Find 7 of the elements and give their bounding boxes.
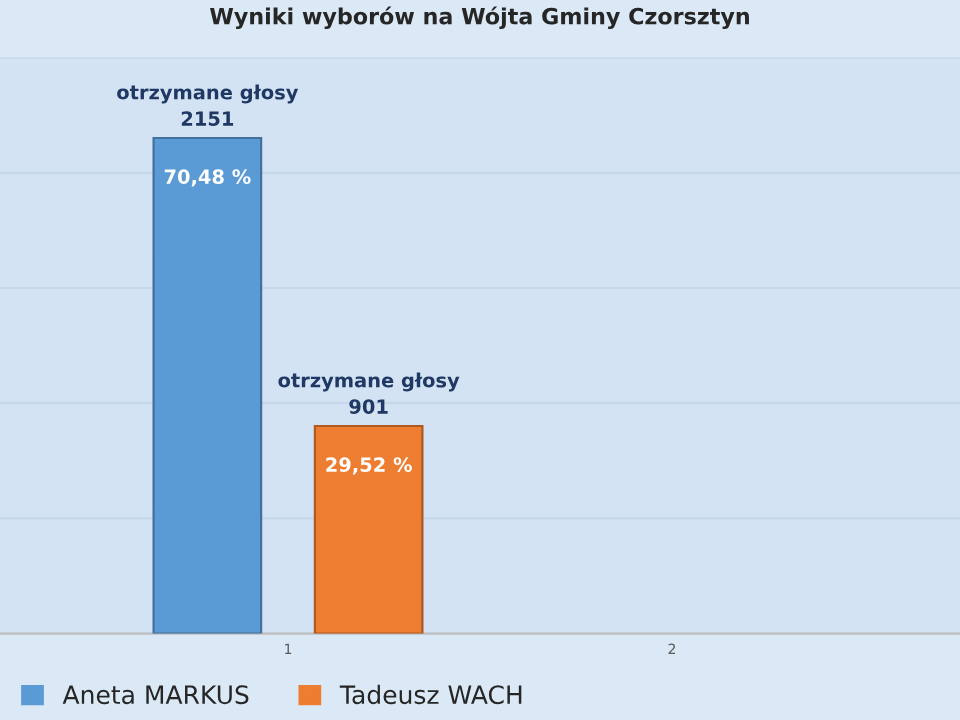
data-label: otrzymane głosy 2151 (117, 84, 299, 126)
data-label: otrzymane głosy 901 (278, 372, 460, 414)
chart-title: Wyniki wyborów na Wójta Gminy Czorsztyn (209, 6, 749, 30)
annotation: 29,52 % (326, 457, 412, 475)
legend-label: Aneta MARKUS (62, 685, 249, 705)
legend-label: Tadeusz WACH (339, 684, 522, 705)
annotation: 70,48 % (164, 169, 251, 187)
